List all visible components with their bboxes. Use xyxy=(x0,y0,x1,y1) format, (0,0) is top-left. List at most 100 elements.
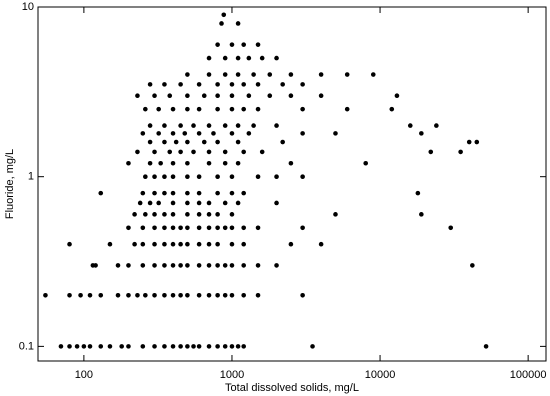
point xyxy=(222,292,228,298)
point xyxy=(98,344,104,349)
point xyxy=(394,93,400,99)
point xyxy=(215,93,220,99)
point xyxy=(170,292,176,298)
point xyxy=(132,241,137,247)
point xyxy=(191,344,196,349)
point xyxy=(185,200,190,206)
point xyxy=(241,292,246,298)
point xyxy=(196,241,202,247)
point xyxy=(280,139,285,145)
point xyxy=(143,174,148,179)
point xyxy=(259,149,265,155)
point xyxy=(241,42,246,47)
point xyxy=(185,106,190,112)
point xyxy=(222,160,228,166)
point xyxy=(126,344,131,349)
point xyxy=(267,93,273,99)
point xyxy=(333,212,338,217)
point xyxy=(58,344,64,349)
point xyxy=(206,72,212,77)
point xyxy=(229,292,235,298)
point xyxy=(246,131,252,136)
point xyxy=(152,190,157,196)
point xyxy=(318,93,324,99)
point xyxy=(288,160,294,166)
point xyxy=(241,149,246,155)
point xyxy=(162,241,167,247)
point xyxy=(185,160,190,166)
point xyxy=(229,131,235,136)
point xyxy=(389,106,395,112)
x-tick-label: 1000 xyxy=(220,369,244,381)
point xyxy=(191,123,196,128)
point xyxy=(119,344,124,349)
point xyxy=(219,21,224,26)
point xyxy=(170,200,176,206)
point xyxy=(215,292,220,298)
point xyxy=(196,292,202,298)
point xyxy=(370,72,376,77)
point xyxy=(300,82,305,87)
point xyxy=(152,292,157,298)
point xyxy=(415,190,421,196)
point xyxy=(419,131,424,136)
point xyxy=(215,263,220,268)
point xyxy=(288,93,294,99)
point xyxy=(222,344,228,349)
point xyxy=(162,139,167,145)
point xyxy=(170,174,176,179)
point xyxy=(235,55,241,61)
point xyxy=(241,225,246,231)
point xyxy=(251,123,256,128)
point xyxy=(448,225,454,231)
point xyxy=(215,174,220,179)
point xyxy=(132,212,137,217)
point xyxy=(170,190,176,196)
point xyxy=(474,139,480,145)
point xyxy=(466,139,472,145)
point xyxy=(229,106,235,112)
point xyxy=(310,344,315,349)
point xyxy=(288,241,294,247)
point xyxy=(162,263,167,268)
point xyxy=(246,93,252,99)
point xyxy=(185,174,190,179)
point xyxy=(255,174,261,179)
point xyxy=(215,344,220,349)
point xyxy=(215,190,220,196)
y-tick-label: 1 xyxy=(28,171,34,183)
point xyxy=(196,225,202,231)
point xyxy=(206,123,212,128)
plot-frame xyxy=(37,6,547,362)
point xyxy=(152,212,157,217)
point xyxy=(229,225,235,231)
point xyxy=(196,174,202,179)
point xyxy=(235,123,241,128)
point xyxy=(147,82,153,87)
point xyxy=(140,344,146,349)
point xyxy=(74,344,80,349)
point xyxy=(135,149,140,155)
point xyxy=(87,344,93,349)
point xyxy=(229,344,235,349)
point xyxy=(215,241,220,247)
point xyxy=(318,241,324,247)
point xyxy=(206,200,212,206)
point xyxy=(182,131,188,136)
point xyxy=(162,82,167,87)
point xyxy=(167,93,173,99)
point xyxy=(162,292,167,298)
point xyxy=(185,292,190,298)
point xyxy=(162,190,167,196)
point xyxy=(67,344,72,349)
point xyxy=(318,72,324,77)
point xyxy=(470,263,475,268)
point xyxy=(274,55,279,61)
x-axis-title: Total dissolved solids, mg/L xyxy=(225,382,359,394)
point xyxy=(170,241,176,247)
point xyxy=(152,263,157,268)
point xyxy=(241,82,246,87)
point xyxy=(363,160,369,166)
point xyxy=(107,344,113,349)
point xyxy=(229,263,235,268)
